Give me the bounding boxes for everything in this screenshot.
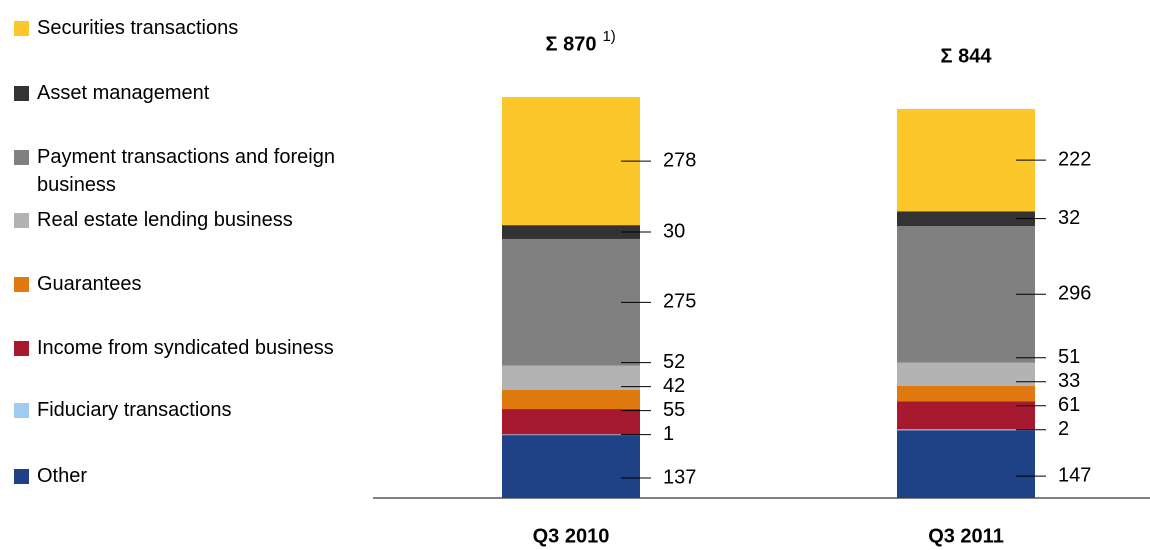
legend-label: Guarantees — [37, 273, 142, 295]
bar-segment — [897, 211, 1035, 227]
value-label: 275 — [663, 291, 696, 313]
legend-swatch — [14, 469, 29, 484]
legend-swatch — [14, 403, 29, 418]
value-label: 51 — [1058, 346, 1080, 368]
legend-swatch — [14, 86, 29, 101]
bar-segment — [897, 362, 1035, 386]
bar-segment — [502, 409, 640, 435]
value-label: 32 — [1058, 207, 1080, 229]
value-label: 222 — [1058, 148, 1091, 170]
legend-item: Guarantees — [14, 270, 359, 298]
bar-segment — [897, 108, 1035, 212]
x-tick-label: Q3 2011 — [928, 525, 1004, 547]
legend-label: Payment transactions and foreign busines… — [37, 146, 335, 196]
bar-segment — [897, 429, 1035, 431]
legend-item: Payment transactions and foreign busines… — [14, 143, 359, 199]
legend-label: Asset management — [37, 82, 210, 104]
value-label: 61 — [1058, 394, 1080, 416]
value-label: 33 — [1058, 370, 1080, 392]
bar-segment — [897, 226, 1035, 363]
value-label: 55 — [663, 399, 685, 421]
legend-label: Other — [37, 465, 88, 487]
bar-segment — [502, 434, 640, 498]
legend-item: Fiduciary transactions — [14, 396, 359, 424]
legend-label: Fiduciary transactions — [37, 399, 232, 421]
value-label: 278 — [663, 149, 696, 171]
bar-segment — [502, 389, 640, 410]
legend-swatch — [14, 277, 29, 292]
bar-segment — [502, 225, 640, 239]
legend-swatch — [14, 341, 29, 356]
value-label: 296 — [1058, 283, 1091, 305]
legend-item: Income from syndicated business — [14, 334, 359, 362]
value-label: 2 — [1058, 418, 1069, 440]
bar-segment — [897, 430, 1035, 498]
value-label: 52 — [663, 351, 685, 373]
bar-segment — [502, 434, 640, 436]
legend-label: Real estate lending business — [37, 209, 293, 231]
total-label: Σ 870 — [546, 33, 597, 55]
legend-swatch — [14, 213, 29, 228]
legend-item: Securities transactions — [14, 14, 359, 42]
bar-segment — [502, 365, 640, 390]
legend-item: Other — [14, 462, 359, 490]
value-label: 30 — [663, 220, 685, 242]
total-label: Σ 844 — [941, 45, 993, 67]
bar-segment — [897, 385, 1035, 402]
value-label: 1 — [663, 423, 674, 445]
legend-label: Securities transactions — [37, 17, 239, 39]
value-label: 147 — [1058, 464, 1091, 486]
bar-segment — [502, 97, 640, 226]
bar-segment — [897, 401, 1035, 430]
legend-label: Income from syndicated business — [37, 337, 334, 359]
bar-segment — [502, 238, 640, 366]
x-tick-label: Q3 2010 — [533, 525, 610, 547]
legend-swatch — [14, 21, 29, 36]
legend-item: Real estate lending business — [14, 206, 359, 234]
legend-swatch — [14, 150, 29, 165]
footnote-mark: 1) — [602, 28, 615, 45]
legend-item: Asset management — [14, 79, 359, 107]
value-label: 42 — [663, 375, 685, 397]
value-label: 137 — [663, 466, 696, 488]
